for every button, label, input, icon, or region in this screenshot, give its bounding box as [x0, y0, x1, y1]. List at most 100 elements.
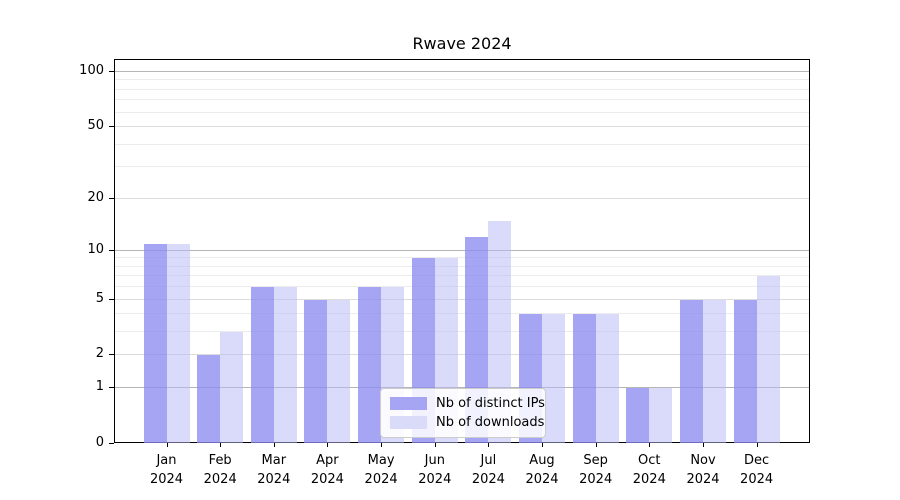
x-tick-month: May: [367, 453, 395, 468]
bar-distinct-ips: [143, 243, 167, 443]
bar-downloads: [649, 388, 673, 443]
gridline-minor: [115, 166, 809, 168]
x-tick-month: Jul: [480, 453, 497, 468]
legend-label: Nb of downloads: [436, 415, 545, 430]
x-tick-mark: [220, 443, 222, 447]
x-tick-label: Jun 2024: [407, 451, 463, 489]
x-tick-label: Nov 2024: [675, 451, 731, 489]
x-tick-label: Oct 2024: [621, 451, 677, 489]
gridline-minor: [115, 99, 809, 101]
bar-distinct-ips: [680, 299, 703, 443]
gridline-mid: [115, 197, 809, 199]
bar-distinct-ips: [626, 388, 650, 443]
bar-downloads: [488, 220, 512, 443]
legend-swatch: [390, 397, 427, 410]
x-tick-mark: [542, 443, 543, 447]
x-tick-mark: [595, 443, 597, 447]
gridline-minor: [115, 111, 809, 113]
gridline-major: [115, 249, 809, 251]
chart-title: Rwave 2024: [412, 34, 512, 53]
legend-item: Nb of downloads: [390, 413, 544, 432]
x-tick-label: Sep 2024: [568, 451, 624, 489]
gridline-minor: [115, 331, 809, 333]
x-tick-month: Jun: [424, 453, 445, 468]
y-tick-label: 100: [79, 63, 104, 78]
x-tick-year: 2024: [471, 472, 505, 487]
gridline-mid: [115, 354, 809, 356]
x-tick-mark: [488, 443, 490, 447]
x-tick-year: 2024: [203, 472, 237, 487]
bar-distinct-ips: [250, 287, 274, 443]
y-tick-mark: [109, 298, 114, 300]
bar-distinct-ips: [304, 299, 328, 443]
x-tick-mark: [756, 443, 758, 447]
x-tick-month: Oct: [638, 453, 661, 468]
x-tick-year: 2024: [149, 472, 184, 487]
x-tick-month: Mar: [261, 453, 287, 468]
y-tick-mark: [109, 71, 114, 72]
x-tick-year: 2024: [525, 472, 559, 487]
y-tick-mark: [109, 197, 114, 199]
x-tick-year: 2024: [579, 472, 613, 487]
y-tick-mark: [109, 249, 114, 251]
x-tick-year: 2024: [418, 472, 452, 487]
bar-distinct-ips: [572, 314, 596, 443]
gridline-minor: [115, 313, 809, 315]
x-tick-mark: [703, 443, 704, 447]
y-tick-label: 20: [87, 189, 104, 205]
x-tick-label: Feb 2024: [192, 451, 248, 489]
y-tick-label: 2: [95, 346, 104, 362]
y-tick-label: 1: [95, 379, 104, 395]
x-tick-year: 2024: [257, 472, 291, 487]
bar-downloads: [595, 314, 619, 443]
bar-downloads: [220, 332, 244, 443]
x-tick-year: 2024: [310, 472, 344, 487]
y-tick-label: 5: [95, 290, 104, 306]
x-tick-label: May 2024: [353, 451, 409, 489]
x-tick-month: Nov: [690, 453, 716, 468]
gridline-minor: [115, 265, 809, 267]
bar-downloads: [542, 314, 566, 443]
gridline-minor: [115, 275, 809, 277]
bar-downloads: [166, 243, 190, 443]
x-tick-mark: [273, 443, 275, 447]
x-tick-month: Sep: [583, 453, 608, 468]
x-tick-year: 2024: [740, 472, 774, 487]
y-tick-label: 10: [87, 241, 104, 257]
x-tick-mark: [381, 443, 383, 447]
x-tick-month: Dec: [744, 453, 770, 468]
gridline-major: [115, 71, 809, 72]
x-tick-label: Mar 2024: [246, 451, 302, 489]
x-tick-label: Jul 2024: [460, 451, 516, 489]
x-tick-year: 2024: [632, 472, 666, 487]
legend-label: Nb of distinct IPs: [436, 396, 545, 411]
y-tick-mark: [109, 443, 114, 444]
bar-downloads: [703, 299, 726, 443]
x-tick-month: Feb: [208, 453, 232, 468]
bar-distinct-ips: [733, 299, 757, 443]
bar-downloads: [273, 287, 297, 443]
x-tick-mark: [166, 443, 168, 447]
gridline-minor: [115, 257, 809, 259]
x-tick-label: Aug 2024: [514, 451, 570, 489]
x-tick-label: Dec 2024: [729, 451, 785, 489]
x-tick-month: Aug: [529, 453, 555, 468]
gridline-mid: [115, 298, 809, 300]
y-tick-label: 0: [95, 435, 104, 450]
x-tick-label: Jan 2024: [139, 451, 195, 489]
x-tick-mark: [327, 443, 329, 447]
legend-swatch: [390, 416, 427, 429]
gridline-mid: [115, 126, 809, 128]
bar-downloads: [327, 299, 351, 443]
legend: Nb of distinct IPs Nb of downloads: [380, 388, 546, 438]
bar-downloads: [756, 276, 780, 443]
x-tick-mark: [434, 443, 436, 447]
x-tick-year: 2024: [686, 472, 720, 487]
bar-distinct-ips: [197, 355, 221, 443]
y-tick-mark: [109, 387, 114, 389]
gridline-minor: [115, 286, 809, 288]
x-tick-month: Apr: [316, 453, 339, 468]
y-tick-mark: [109, 126, 114, 128]
bar-distinct-ips: [358, 287, 382, 443]
